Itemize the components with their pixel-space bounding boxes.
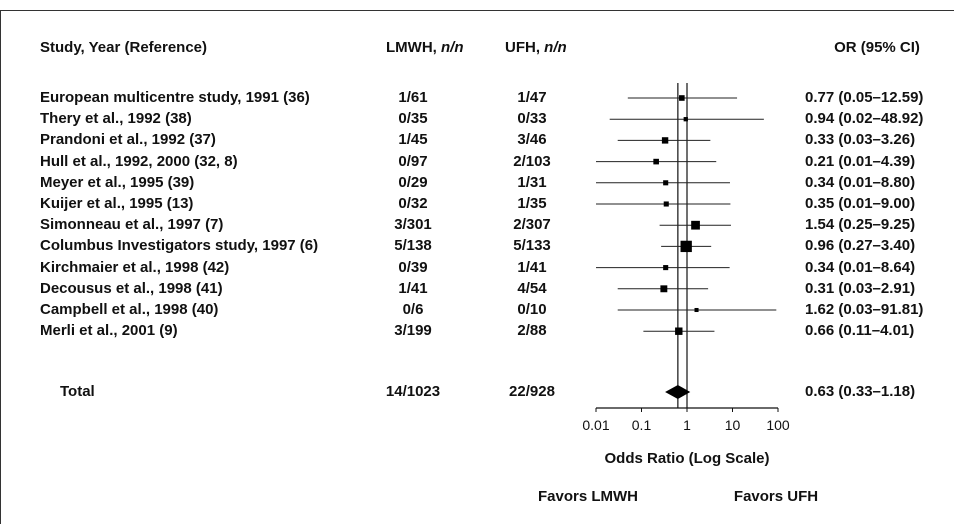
study-point-estimate	[681, 241, 692, 252]
study-point-estimate	[695, 308, 699, 312]
study-point-estimate	[675, 327, 682, 334]
study-point-estimate	[653, 159, 659, 165]
study-point-estimate	[684, 117, 688, 121]
x-tick-label: 0.1	[632, 417, 652, 433]
x-tick-label: 1	[683, 417, 691, 433]
study-point-estimate	[662, 137, 668, 143]
study-point-estimate	[660, 285, 667, 292]
study-point-estimate	[663, 265, 668, 270]
study-point-estimate	[663, 180, 668, 185]
study-point-estimate	[691, 221, 700, 230]
favors-lmwh-label: Favors LMWH	[538, 488, 638, 505]
x-tick-label: 10	[725, 417, 741, 433]
study-point-estimate	[664, 201, 669, 206]
x-axis-title: Odds Ratio (Log Scale)	[604, 450, 769, 467]
x-tick-label: 100	[766, 417, 790, 433]
favors-ufh-label: Favors UFH	[734, 488, 818, 505]
x-tick-label: 0.01	[582, 417, 609, 433]
study-point-estimate	[679, 95, 685, 101]
